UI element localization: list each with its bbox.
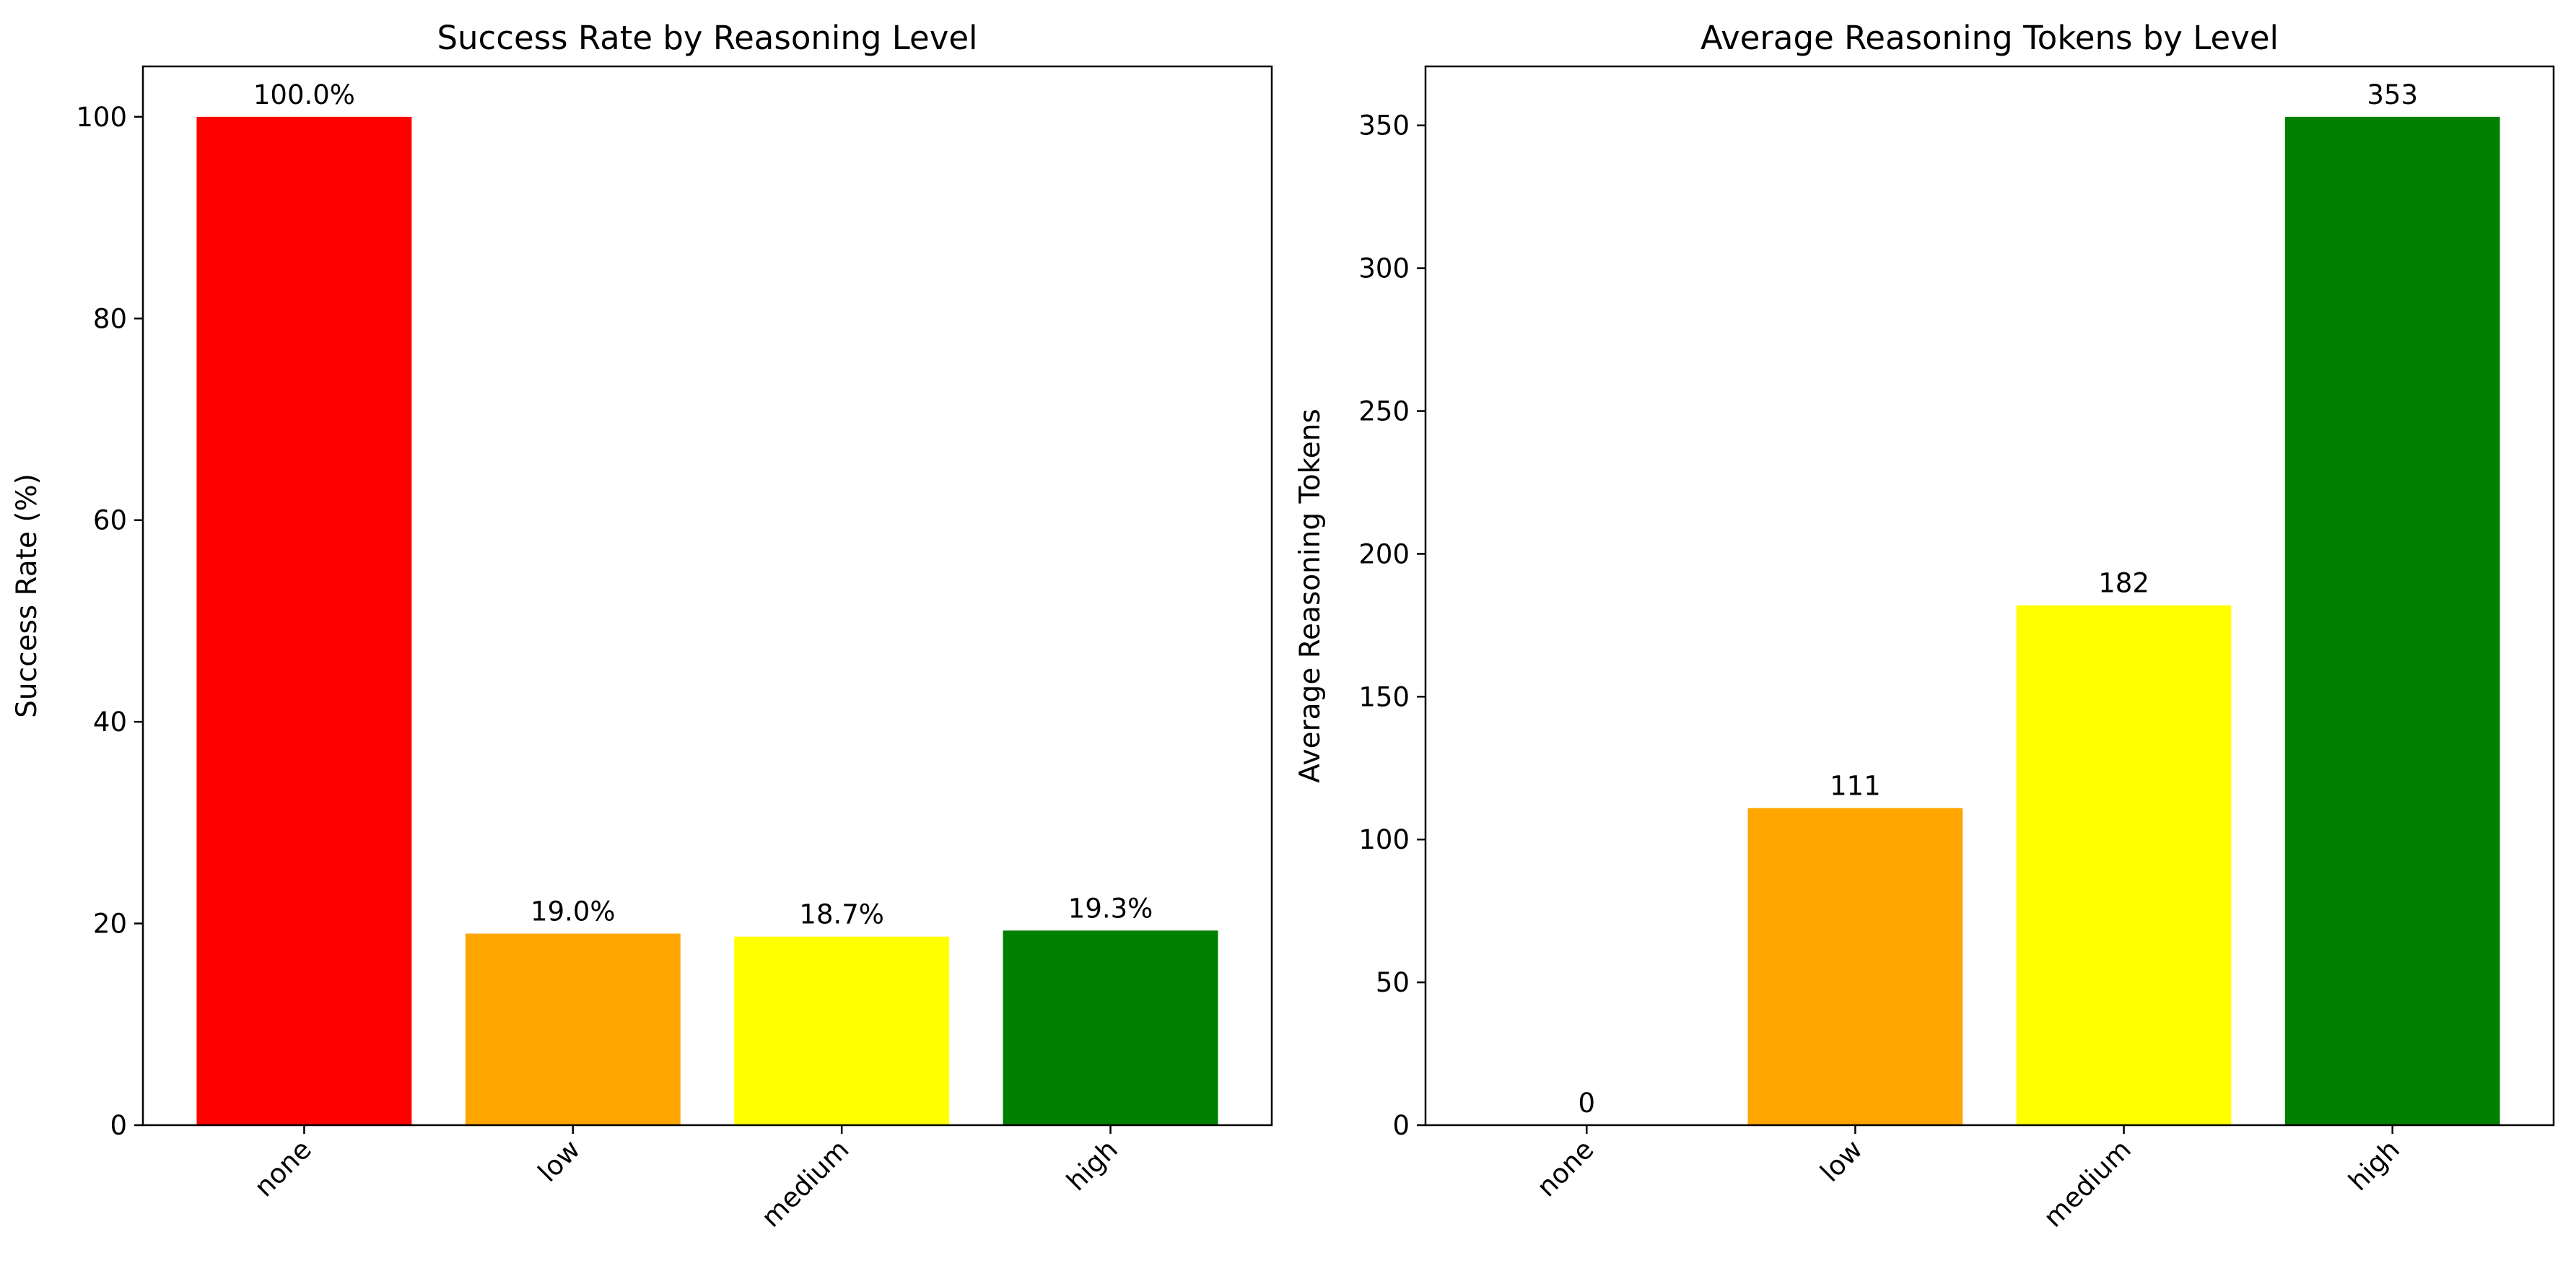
data-label-high: 19.3% <box>1068 893 1153 924</box>
y-tick-label: 80 <box>93 303 127 334</box>
y-tick-label: 250 <box>1358 396 1410 427</box>
chart-title: Average Reasoning Tokens by Level <box>1700 19 2279 57</box>
y-tick-label: 100 <box>76 102 127 133</box>
y-tick-label: 300 <box>1358 253 1410 284</box>
data-label-none: 100.0% <box>253 79 355 110</box>
y-tick-label: 60 <box>93 505 127 536</box>
data-label-low: 111 <box>1830 771 1881 802</box>
y-tick-label: 50 <box>1376 967 1410 998</box>
bar-low <box>1747 808 1963 1125</box>
data-label-medium: 18.7% <box>799 899 884 930</box>
y-tick-label: 0 <box>1392 1110 1410 1141</box>
plot-frame <box>141 65 1273 1127</box>
bar-high <box>1003 930 1218 1125</box>
y-tick-label: 200 <box>1358 538 1410 569</box>
y-tick-label: 350 <box>1358 110 1410 141</box>
bar-medium <box>2016 605 2232 1125</box>
y-tick-label: 20 <box>93 909 127 940</box>
chart-title: Success Rate by Reasoning Level <box>437 19 977 57</box>
y-tick-label: 100 <box>1358 824 1410 855</box>
bar-medium <box>734 936 950 1125</box>
y-tick-label: 0 <box>110 1110 127 1141</box>
y-axis-label: Success Rate (%) <box>11 473 43 718</box>
data-label-low: 19.0% <box>531 896 616 927</box>
y-tick-label: 150 <box>1358 681 1410 712</box>
bar-none <box>196 116 412 1125</box>
data-label-medium: 182 <box>2098 568 2149 599</box>
data-label-none: 0 <box>1579 1088 1596 1119</box>
data-label-high: 353 <box>2367 79 2418 110</box>
plot-frame <box>1424 65 2555 1127</box>
bar-high <box>2284 116 2500 1125</box>
y-tick-label: 40 <box>93 707 127 738</box>
bar-low <box>465 933 681 1125</box>
y-axis-label: Average Reasoning Tokens <box>1294 408 1327 783</box>
